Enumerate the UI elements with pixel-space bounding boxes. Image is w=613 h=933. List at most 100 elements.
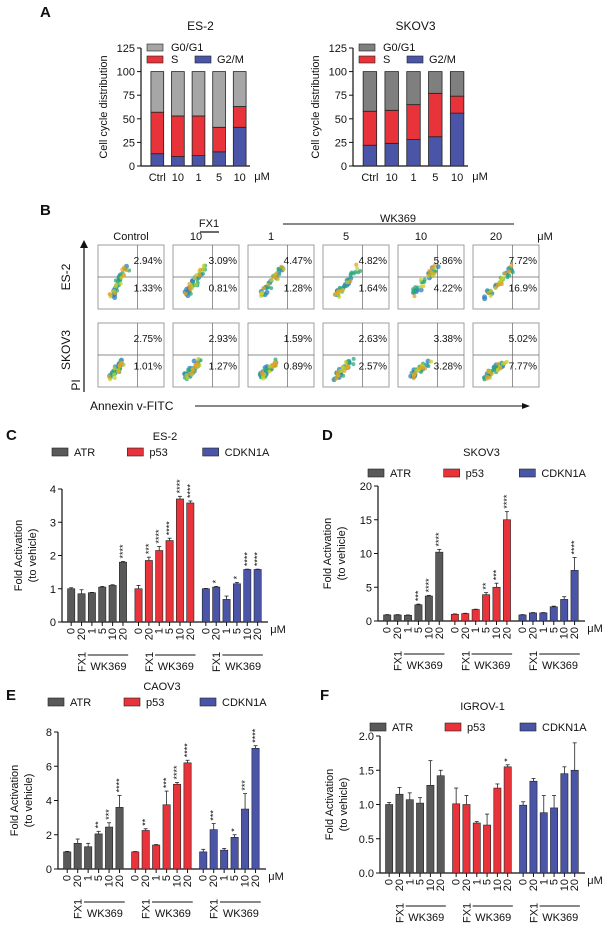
quadrant-percent-lower-right: 1.28%	[284, 284, 312, 295]
x-tick-label: 20	[460, 627, 472, 639]
significance-stars: ****	[183, 743, 193, 758]
quadrant-percent-lower-right: 16.9%	[509, 284, 537, 295]
x-tick-label: 10	[234, 172, 246, 184]
bar-G0G1	[428, 71, 443, 94]
legend-swatch	[367, 468, 385, 478]
bar-ATR	[393, 614, 402, 622]
flow-dot	[509, 263, 514, 268]
unit-label: μM	[537, 231, 553, 243]
bar-G0G1	[384, 71, 399, 111]
column-header: 10	[415, 231, 427, 243]
group-label-wk369: WK369	[408, 912, 444, 924]
y-tick-label: 20	[360, 481, 372, 493]
legend-label: CDKN1A	[542, 722, 587, 734]
x-tick-label: 20	[434, 627, 446, 639]
x-tick-label: 0	[449, 627, 461, 633]
bar-ATR	[414, 604, 423, 622]
bar-p53	[450, 613, 459, 622]
bar-G0G1	[191, 71, 206, 117]
legend-label: ATR	[392, 722, 413, 734]
x-tick-label: 1	[538, 879, 550, 885]
x-tick-label: 0	[518, 879, 530, 885]
y-tick-label: 50	[123, 114, 135, 126]
x-tick-label: 10	[172, 172, 184, 184]
group-label-wk369: WK369	[474, 660, 510, 672]
chart-title: ES-2	[187, 19, 214, 33]
y-axis-label: Fold Activation	[322, 518, 334, 590]
group-label-fx1: FX1	[77, 652, 89, 672]
x-tick-label: 20	[208, 875, 220, 887]
flow-dot	[435, 264, 441, 270]
flow-dot	[112, 375, 117, 380]
quadrant-percent-upper-right: 4.47%	[284, 256, 312, 267]
flow-dot	[118, 281, 123, 286]
bar-ATR	[119, 561, 127, 623]
x-tick-label: 20	[435, 879, 447, 891]
x-tick-label: 1	[154, 628, 166, 634]
bar-ATR	[424, 595, 433, 622]
x-tick-label: 0	[130, 875, 142, 881]
significance-stars: ****	[175, 479, 185, 494]
x-tick-label: 0	[382, 627, 394, 633]
bar-p53	[141, 830, 150, 870]
flow-dot	[198, 267, 203, 272]
flow-dot	[121, 273, 126, 278]
x-tick-label: 20	[185, 628, 197, 640]
y-tick-label: 1.5	[359, 765, 374, 777]
bar-ATR	[105, 826, 114, 870]
flow-dot	[186, 367, 191, 372]
chart-title: SKOV3	[463, 447, 500, 459]
flow-dot	[432, 271, 437, 276]
flow-dot	[187, 284, 192, 289]
bar-G0G1	[406, 71, 421, 106]
bar-CDKN1A	[570, 769, 579, 874]
flow-dot	[112, 372, 117, 377]
x-tick-label: 0	[200, 628, 212, 634]
x-tick-label: 20	[114, 875, 126, 887]
legend-label: p53	[467, 722, 485, 734]
bar-ATR	[115, 807, 124, 870]
group-label-wk369: WK369	[87, 908, 123, 920]
flow-dot	[269, 278, 274, 283]
y-tick-label: 6	[46, 761, 52, 773]
flow-dot	[343, 360, 348, 365]
unit-label: μM	[472, 171, 488, 183]
y-axis-label: Fold Activation	[13, 520, 25, 592]
group-label-fx1: FX1	[144, 652, 156, 672]
y-tick-label: 0.5	[359, 834, 374, 846]
flow-dot	[339, 288, 344, 293]
bar-ATR	[73, 843, 82, 870]
flow-dot	[505, 275, 510, 280]
bar-S	[232, 106, 247, 128]
y-tick-label: 50	[335, 114, 347, 126]
significance-stars: ***	[413, 590, 423, 601]
group-label: WK369	[380, 213, 416, 225]
y-tick-label: 0	[46, 864, 52, 876]
group-label-fx1: FX1	[528, 903, 540, 923]
bar-p53	[155, 550, 164, 623]
y-tick-label: 15	[360, 515, 372, 527]
legend-label: G2/M	[429, 54, 456, 66]
legend-label: ATR	[74, 447, 95, 459]
significance-stars: ****	[424, 578, 434, 593]
x-tick-label: 5	[549, 879, 561, 885]
row-label: ES-2	[59, 263, 73, 290]
x-tick-label: 10	[425, 879, 437, 891]
significance-stars: **	[481, 582, 491, 590]
x-tick-label: 20	[250, 875, 262, 887]
group-label: FX1	[199, 218, 219, 230]
y-axis-label: Fold Activation	[324, 769, 336, 841]
legend-label: ATR	[390, 468, 411, 480]
column-header: 1	[268, 231, 274, 243]
x-tick-label: 1	[221, 628, 233, 634]
y-tick-label: 75	[123, 90, 135, 102]
chart-title: IGROV-1	[460, 701, 505, 713]
bar-CDKN1A	[570, 570, 579, 622]
flow-dot	[484, 376, 489, 381]
group-label-wk369: WK369	[158, 661, 194, 673]
quadrant-percent-lower-right: 7.77%	[509, 362, 537, 373]
legend-swatch	[519, 468, 536, 478]
x-tick-label: 5	[415, 879, 427, 885]
bar-CDKN1A	[199, 851, 208, 870]
bar-G2M	[232, 126, 247, 167]
